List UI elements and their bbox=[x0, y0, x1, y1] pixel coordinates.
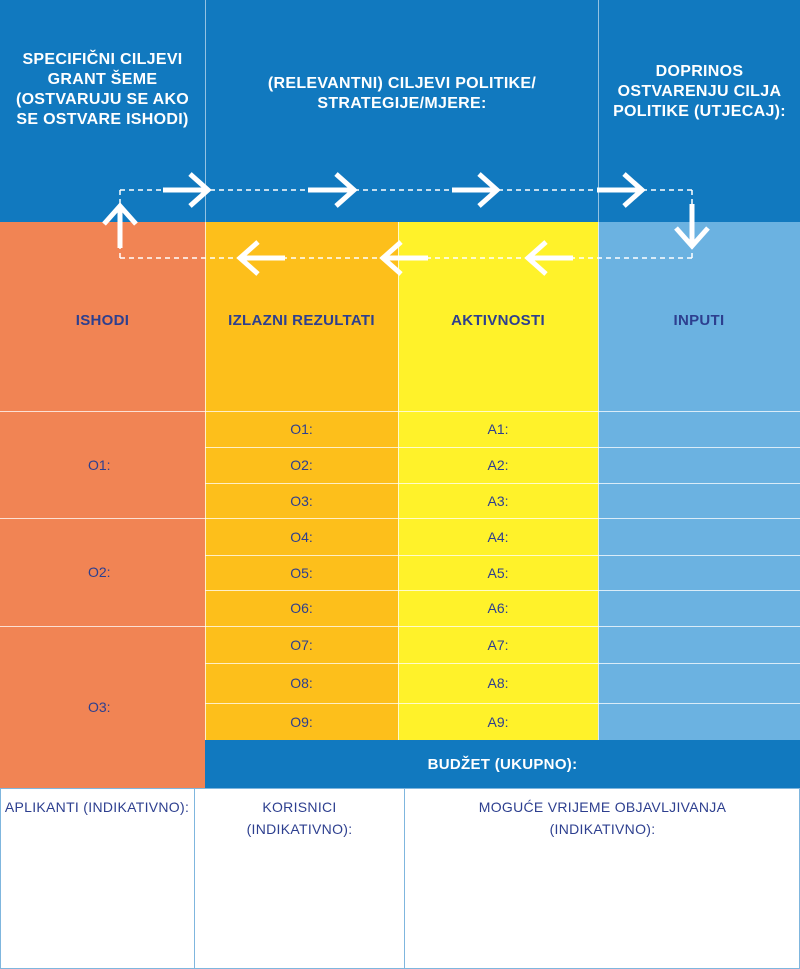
activity-cell: A6: bbox=[487, 600, 509, 616]
activity-cell: A1: bbox=[487, 421, 509, 437]
grid-line-vertical bbox=[205, 222, 206, 740]
grid-line bbox=[205, 483, 800, 484]
output-cell: O4: bbox=[290, 528, 313, 545]
output-cell: O6: bbox=[290, 600, 313, 616]
activity-cell: A4: bbox=[487, 528, 509, 545]
header-contribution: DOPRINOS OSTVARENJU CILJA POLITIKE (UTJE… bbox=[598, 0, 800, 222]
applicants-label: APLIKANTI (INDIKATIVNO): bbox=[4, 799, 190, 815]
publication-time-label: MOGUĆE VRIJEME OBJAVLJIVANJA (INDIKATIVN… bbox=[478, 799, 727, 837]
grid-line-group bbox=[0, 518, 800, 519]
header-specific-goals: SPECIFIČNI CILJEVI GRANT ŠEME (OSTVARUJU… bbox=[0, 0, 205, 222]
activity-cell: A7: bbox=[487, 636, 509, 653]
beneficiaries-cell: KORISNICI (INDIKATIVNO): bbox=[195, 788, 404, 969]
output-cell: O2: bbox=[290, 457, 313, 473]
grid-line-vertical bbox=[398, 222, 399, 740]
applicants-cell: APLIKANTI (INDIKATIVNO): bbox=[0, 788, 194, 969]
activities-column bbox=[398, 222, 598, 740]
header-policy-goals-text: (RELEVANTNI) CILJEVI POLITIKE/ STRATEGIJ… bbox=[267, 75, 537, 112]
grid-line bbox=[205, 703, 800, 704]
grid-line-group bbox=[0, 626, 800, 627]
output-cell: O7: bbox=[290, 636, 313, 653]
activity-cell: A3: bbox=[487, 492, 509, 509]
header-policy-goals: (RELEVANTNI) CILJEVI POLITIKE/ STRATEGIJ… bbox=[205, 0, 598, 222]
output-cell: O5: bbox=[290, 564, 313, 581]
grid-line bbox=[205, 555, 800, 556]
bottom-table bbox=[0, 788, 800, 969]
bottom-divider bbox=[404, 788, 405, 969]
output-cell: O3: bbox=[290, 492, 313, 509]
grid-line-vertical bbox=[598, 222, 599, 740]
output-cell: O1: bbox=[290, 421, 313, 437]
activity-cell: A2: bbox=[487, 457, 509, 473]
budget-bar: BUDŽET (UKUPNO): bbox=[205, 740, 800, 788]
activity-cell: A5: bbox=[487, 564, 509, 581]
inputs-column bbox=[598, 222, 800, 740]
publication-time-cell: MOGUĆE VRIJEME OBJAVLJIVANJA (INDIKATIVN… bbox=[405, 788, 800, 969]
column-title-outputs: IZLAZNI REZULTATI bbox=[228, 311, 375, 329]
column-title-activities: AKTIVNOSTI bbox=[451, 311, 545, 329]
beneficiaries-label: KORISNICI (INDIKATIVNO): bbox=[246, 799, 353, 837]
activity-cell: A9: bbox=[487, 713, 509, 730]
header-contribution-text: DOPRINOS OSTVARENJU CILJA POLITIKE (UTJE… bbox=[613, 63, 786, 120]
outcome-cell: O2: bbox=[88, 564, 111, 580]
budget-label: BUDŽET (UKUPNO): bbox=[427, 755, 578, 773]
outputs-column bbox=[205, 222, 398, 740]
output-cell: O9: bbox=[290, 713, 313, 730]
bottom-divider bbox=[194, 788, 195, 969]
outcomes-column bbox=[0, 222, 205, 788]
outcome-cell: O1: bbox=[88, 456, 111, 473]
column-title-outcomes: ISHODI bbox=[75, 311, 130, 329]
grid-line bbox=[205, 447, 800, 448]
grid-line-top bbox=[0, 411, 800, 412]
grid-line bbox=[205, 663, 800, 664]
grid-line bbox=[205, 590, 800, 591]
activity-cell: A8: bbox=[487, 675, 509, 691]
outcome-cell: O3: bbox=[88, 699, 111, 715]
column-title-inputs: INPUTI bbox=[673, 311, 725, 329]
output-cell: O8: bbox=[290, 675, 313, 691]
header-specific-goals-text: SPECIFIČNI CILJEVI GRANT ŠEME (OSTVARUJU… bbox=[15, 51, 190, 128]
